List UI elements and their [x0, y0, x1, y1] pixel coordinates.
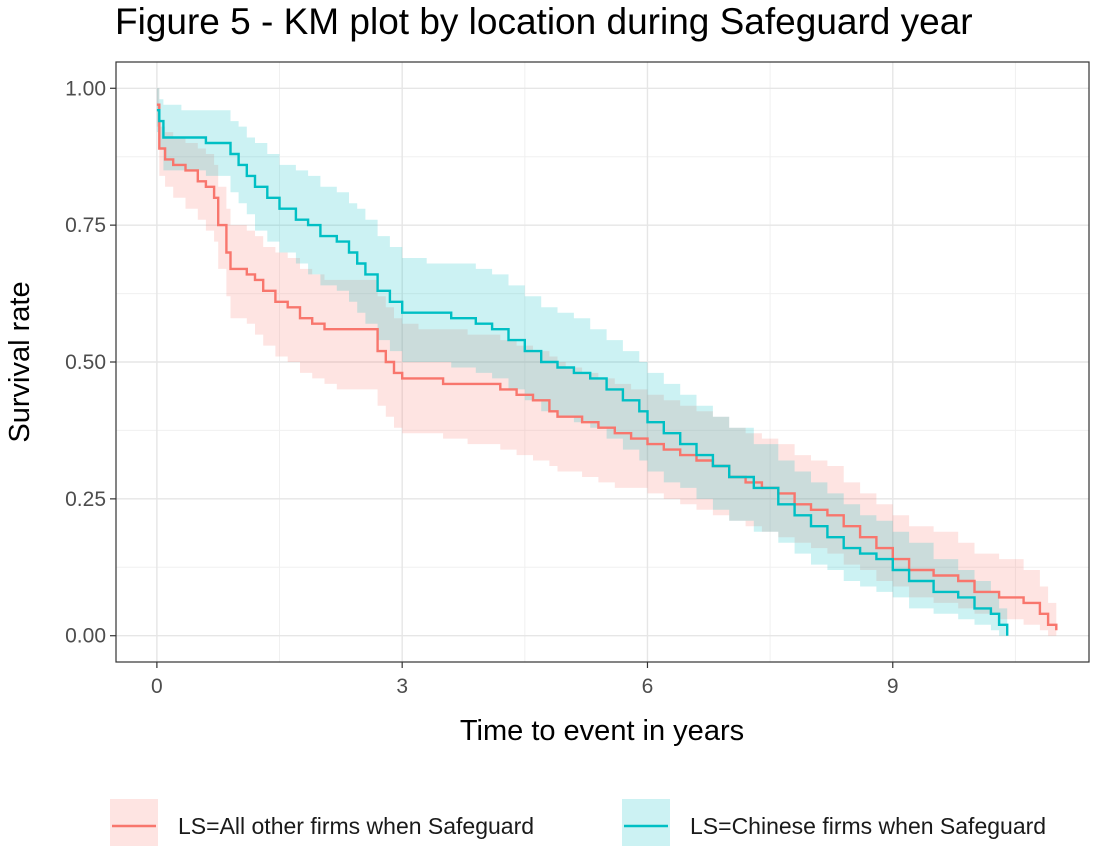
survival-curve-all-other [156, 103, 1058, 631]
legend-label-all-other: LS=All other firms when Safeguard [178, 813, 534, 839]
x-tick-label: 6 [642, 675, 654, 698]
x-axis-ticks: 0 3 6 9 [151, 662, 899, 698]
chart-title: Figure 5 - KM plot by location during Sa… [115, 1, 973, 42]
y-axis-title: Survival rate [4, 281, 36, 442]
grid-major [116, 62, 1089, 662]
y-tick-label: 0.00 [65, 625, 106, 648]
y-tick-label: 0.25 [65, 488, 106, 511]
y-tick-label: 1.00 [65, 77, 106, 100]
y-tick-label: 0.75 [65, 214, 106, 237]
legend: LS=All other firms when Safeguard LS=Chi… [110, 799, 1046, 846]
legend-label-chinese: LS=Chinese firms when Safeguard [690, 813, 1046, 839]
x-tick-label: 3 [396, 675, 408, 698]
x-tick-label: 9 [887, 675, 899, 698]
x-axis-title: Time to event in years [460, 715, 744, 747]
y-tick-label: 0.50 [65, 351, 106, 374]
survival-curves [156, 103, 1058, 636]
legend-key-fill-all-other [110, 799, 158, 846]
x-tick-label: 0 [151, 675, 163, 698]
survival-curve-chinese [156, 109, 1009, 636]
legend-key-fill-chinese [622, 799, 670, 846]
ci-band-all-other [156, 88, 1057, 636]
y-axis-ticks: 0.00 0.25 0.50 0.75 1.00 [65, 77, 116, 648]
